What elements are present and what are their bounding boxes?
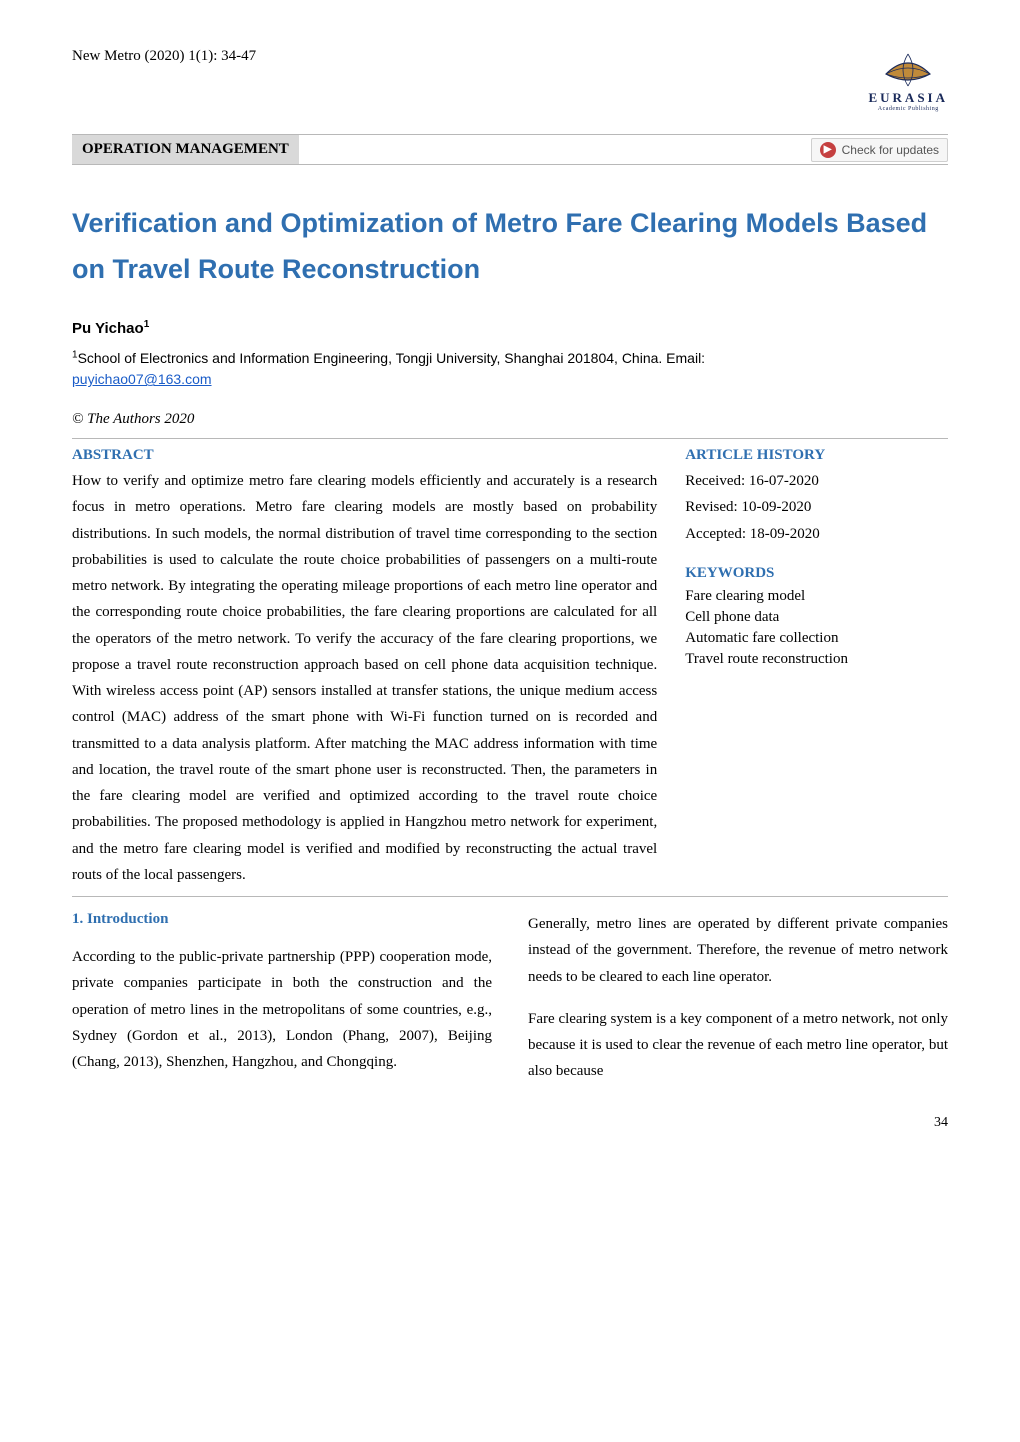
keywords-heading: KEYWORDS <box>685 565 948 582</box>
section-category: OPERATION MANAGEMENT <box>72 135 299 164</box>
divider-top <box>72 438 948 439</box>
affiliation-line: 1School of Electronics and Information E… <box>72 347 948 369</box>
history-accepted: Accepted: 18-09-2020 <box>685 521 948 547</box>
history-revised: Revised: 10-09-2020 <box>685 494 948 520</box>
intro-paragraph-right-1: Generally, metro lines are operated by d… <box>528 911 948 990</box>
divider-bottom <box>72 896 948 897</box>
article-history-heading: ARTICLE HISTORY <box>685 447 948 464</box>
keyword-item: Automatic fare collection <box>685 628 948 649</box>
author-name: Pu Yichao <box>72 320 144 337</box>
check-updates-label: Check for updates <box>842 143 939 157</box>
page-number: 34 <box>72 1115 948 1131</box>
abstract-body: How to verify and optimize metro fare cl… <box>72 468 657 888</box>
check-updates-icon: ▶ <box>820 142 836 158</box>
affiliation-text: School of Electronics and Information En… <box>78 350 706 366</box>
publisher-subtitle: Academic Publishing <box>868 106 948 112</box>
publisher-brand: EURASIA <box>868 90 948 106</box>
author-sup: 1 <box>144 319 150 330</box>
keyword-item: Fare clearing model <box>685 586 948 607</box>
journal-meta: New Metro (2020) 1(1): 34-47 <box>72 48 256 65</box>
keyword-item: Cell phone data <box>685 607 948 628</box>
abstract-heading: ABSTRACT <box>72 447 657 464</box>
intro-paragraph-right-2: Fare clearing system is a key component … <box>528 1006 948 1085</box>
publisher-badge: EURASIA Academic Publishing <box>868 48 948 112</box>
history-received: Received: 16-07-2020 <box>685 468 948 494</box>
eurasia-globe-icon <box>880 48 936 88</box>
author-email-link[interactable]: puyichao07@163.com <box>72 371 212 387</box>
author-line: Pu Yichao1 <box>72 319 948 337</box>
check-for-updates-button[interactable]: ▶ Check for updates <box>811 138 948 162</box>
copyright-line: © The Authors 2020 <box>72 411 948 428</box>
keyword-item: Travel route reconstruction <box>685 649 948 670</box>
article-title: Verification and Optimization of Metro F… <box>72 201 948 293</box>
intro-paragraph-left: According to the public-private partners… <box>72 944 492 1075</box>
introduction-heading: 1. Introduction <box>72 911 492 928</box>
